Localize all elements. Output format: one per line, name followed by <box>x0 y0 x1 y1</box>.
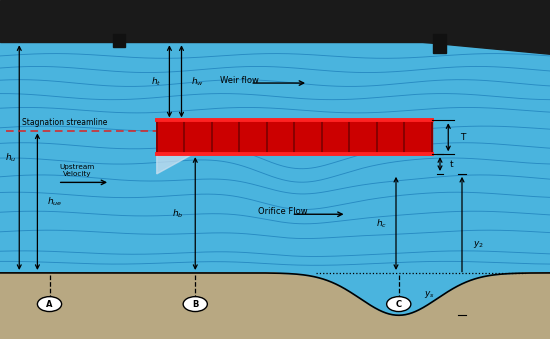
Polygon shape <box>157 154 192 174</box>
Bar <box>0 0 550 42</box>
Text: $h_t$: $h_t$ <box>151 75 162 87</box>
Text: $h_{ue}$: $h_{ue}$ <box>47 196 63 208</box>
Text: $y_s$: $y_s$ <box>424 288 435 300</box>
Text: $h_w$: $h_w$ <box>191 75 204 87</box>
Text: Weir flow: Weir flow <box>220 76 259 85</box>
Text: $h_b$: $h_b$ <box>172 207 183 220</box>
Text: $y_2$: $y_2$ <box>473 239 484 250</box>
Text: B: B <box>192 300 199 308</box>
Polygon shape <box>278 273 520 315</box>
Bar <box>157 120 432 154</box>
Text: t: t <box>450 160 454 168</box>
Text: $h_u$: $h_u$ <box>6 152 16 164</box>
Text: T: T <box>460 133 466 142</box>
Text: A: A <box>46 300 53 308</box>
Circle shape <box>183 297 207 312</box>
Text: C: C <box>395 300 402 308</box>
Circle shape <box>37 297 62 312</box>
Polygon shape <box>424 0 550 54</box>
Text: Stagnation streamline: Stagnation streamline <box>22 118 107 127</box>
Polygon shape <box>0 273 550 339</box>
Text: Upstream
Velocity: Upstream Velocity <box>59 164 95 177</box>
Circle shape <box>387 297 411 312</box>
Text: $h_c$: $h_c$ <box>376 217 387 230</box>
Text: Orifice Flow: Orifice Flow <box>258 207 308 216</box>
Bar <box>113 34 125 47</box>
Bar <box>0 42 550 339</box>
Bar <box>433 34 446 53</box>
